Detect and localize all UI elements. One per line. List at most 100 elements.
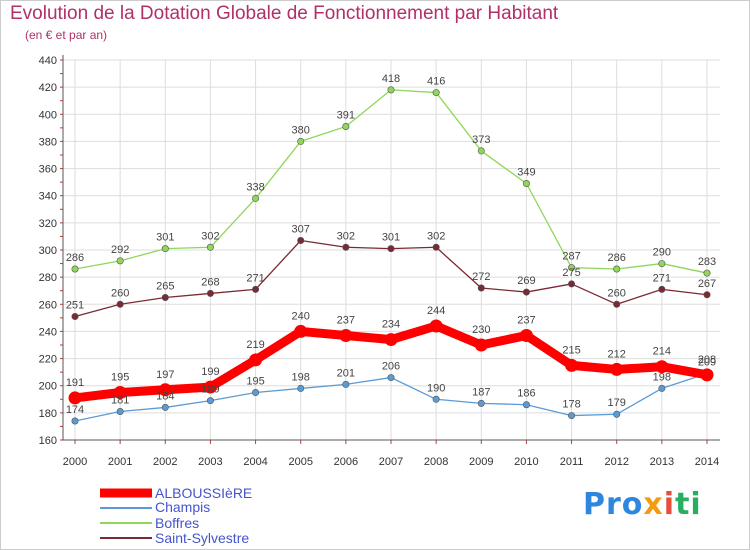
series-point-2-2006 bbox=[342, 123, 350, 131]
data-label-0-2009: 230 bbox=[472, 324, 490, 336]
data-label-3-2011: 275 bbox=[562, 267, 580, 279]
x-tick-label: 2012 bbox=[604, 456, 628, 468]
data-label-3-2006: 302 bbox=[337, 230, 355, 242]
data-label-0-2002: 197 bbox=[156, 369, 174, 381]
series-point-2-2014 bbox=[703, 269, 711, 277]
data-label-2-2005: 380 bbox=[292, 124, 310, 136]
series-point-2-2011 bbox=[568, 264, 576, 272]
series-point-2-2002 bbox=[161, 245, 169, 253]
series-point-2-2007 bbox=[387, 86, 395, 94]
series-point-2-2010 bbox=[522, 180, 530, 188]
series-point-2-2004 bbox=[252, 194, 260, 202]
data-label-1-2014: 209 bbox=[698, 357, 716, 369]
series-point-2-2013 bbox=[658, 260, 666, 268]
data-label-2-2014: 283 bbox=[698, 256, 716, 268]
y-tick-label: 260 bbox=[39, 299, 57, 311]
y-tick-label: 220 bbox=[39, 354, 57, 366]
chart-title: Evolution de la Dotation Globale de Fonc… bbox=[10, 3, 559, 24]
data-label-3-2013: 271 bbox=[653, 272, 671, 284]
series-point-2-2005 bbox=[297, 137, 305, 145]
y-tick-label: 240 bbox=[39, 326, 57, 338]
series-point-2-2001 bbox=[116, 257, 124, 265]
x-tick-label: 2002 bbox=[153, 456, 177, 468]
data-label-0-2008: 244 bbox=[427, 305, 445, 317]
data-label-2-2008: 416 bbox=[427, 76, 445, 88]
data-label-1-2013: 198 bbox=[653, 371, 671, 383]
data-label-3-2003: 268 bbox=[201, 276, 219, 288]
data-label-2-2006: 391 bbox=[337, 110, 355, 122]
chart-subtitle: (en € et par an) bbox=[25, 28, 108, 42]
data-label-1-2005: 198 bbox=[292, 371, 310, 383]
data-label-1-2006: 201 bbox=[337, 367, 355, 379]
data-label-2-2003: 302 bbox=[201, 230, 219, 242]
data-label-2-2012: 286 bbox=[608, 252, 626, 264]
data-label-3-2008: 302 bbox=[427, 230, 445, 242]
y-tick-label: 360 bbox=[39, 164, 57, 176]
data-label-1-2004: 195 bbox=[246, 376, 264, 388]
proxiti-logo: Proxiti bbox=[583, 487, 702, 522]
data-label-0-2011: 215 bbox=[562, 344, 580, 356]
series-point-1-2002 bbox=[161, 403, 169, 411]
series-point-1-2000 bbox=[71, 417, 79, 425]
series bbox=[68, 86, 714, 425]
series-point-3-2008 bbox=[432, 243, 440, 251]
series-point-0-2012 bbox=[610, 362, 624, 376]
series-point-2-2009 bbox=[477, 147, 485, 155]
series-point-1-2006 bbox=[342, 380, 350, 388]
axes: 160 180 200 220 240 260 280 300 320 340 360 380 400 4… bbox=[39, 55, 720, 468]
series-point-3-2014 bbox=[703, 291, 711, 299]
series-point-1-2013 bbox=[658, 384, 666, 392]
data-label-0-2000: 191 bbox=[66, 377, 84, 389]
series-point-3-2009 bbox=[477, 284, 485, 292]
series-point-1-2007 bbox=[387, 374, 395, 382]
series-point-1-2009 bbox=[477, 399, 485, 407]
x-tick-label: 2013 bbox=[650, 456, 674, 468]
series-point-3-2000 bbox=[71, 312, 79, 320]
data-label-1-2010: 186 bbox=[517, 388, 535, 400]
series-point-3-2007 bbox=[387, 245, 395, 253]
data-label-0-2012: 212 bbox=[608, 348, 626, 360]
data-label-0-2005: 240 bbox=[292, 310, 310, 322]
legend-label-saint-sylvestre: Saint-Sylvestre bbox=[155, 530, 250, 546]
x-tick-label: 2006 bbox=[334, 456, 358, 468]
data-label-3-2002: 265 bbox=[156, 281, 174, 293]
data-label-0-2001: 195 bbox=[111, 372, 129, 384]
data-label-3-2001: 260 bbox=[111, 287, 129, 299]
data-label-2-2001: 292 bbox=[111, 244, 129, 256]
x-tick-label: 2000 bbox=[63, 456, 87, 468]
x-tick-label: 2008 bbox=[424, 456, 448, 468]
y-tick-label: 440 bbox=[39, 55, 57, 67]
data-label-1-2003: 189 bbox=[201, 384, 219, 396]
x-tick-label: 2004 bbox=[243, 456, 267, 468]
data-label-2-2011: 287 bbox=[562, 251, 580, 263]
series-point-3-2001 bbox=[116, 300, 124, 308]
y-tick-label: 320 bbox=[39, 218, 57, 230]
series-point-3-2012 bbox=[613, 300, 621, 308]
series-point-0-2007 bbox=[384, 333, 398, 347]
series-point-1-2001 bbox=[116, 407, 124, 415]
series-point-0-2006 bbox=[339, 329, 353, 342]
series-point-1-2004 bbox=[252, 388, 260, 396]
series-point-1-2008 bbox=[432, 395, 440, 403]
series-point-0-2002 bbox=[158, 383, 172, 397]
data-label-0-2007: 234 bbox=[382, 319, 400, 331]
data-label-1-2012: 179 bbox=[608, 397, 626, 409]
series-point-0-2008 bbox=[429, 319, 443, 333]
series-point-3-2011 bbox=[568, 280, 576, 288]
x-tick-label: 2010 bbox=[514, 456, 538, 468]
x-tick-label: 2009 bbox=[469, 456, 493, 468]
data-label-1-2009: 187 bbox=[472, 386, 490, 398]
data-label-0-2013: 214 bbox=[653, 346, 671, 358]
data-label-3-2000: 251 bbox=[66, 300, 84, 312]
x-tick-label: 2014 bbox=[695, 456, 719, 468]
y-tick-label: 160 bbox=[39, 435, 57, 447]
legend-label-champis: Champis bbox=[155, 499, 211, 515]
series-point-0-2005 bbox=[294, 324, 308, 338]
data-label-2-2010: 349 bbox=[517, 167, 535, 179]
data-label-3-2007: 301 bbox=[382, 232, 400, 244]
data-label-0-2014: 208 bbox=[698, 354, 716, 366]
series-point-0-2009 bbox=[474, 338, 488, 352]
data-label-1-2007: 206 bbox=[382, 361, 400, 373]
series-point-1-2010 bbox=[522, 401, 530, 409]
data-label-3-2009: 272 bbox=[472, 271, 490, 283]
